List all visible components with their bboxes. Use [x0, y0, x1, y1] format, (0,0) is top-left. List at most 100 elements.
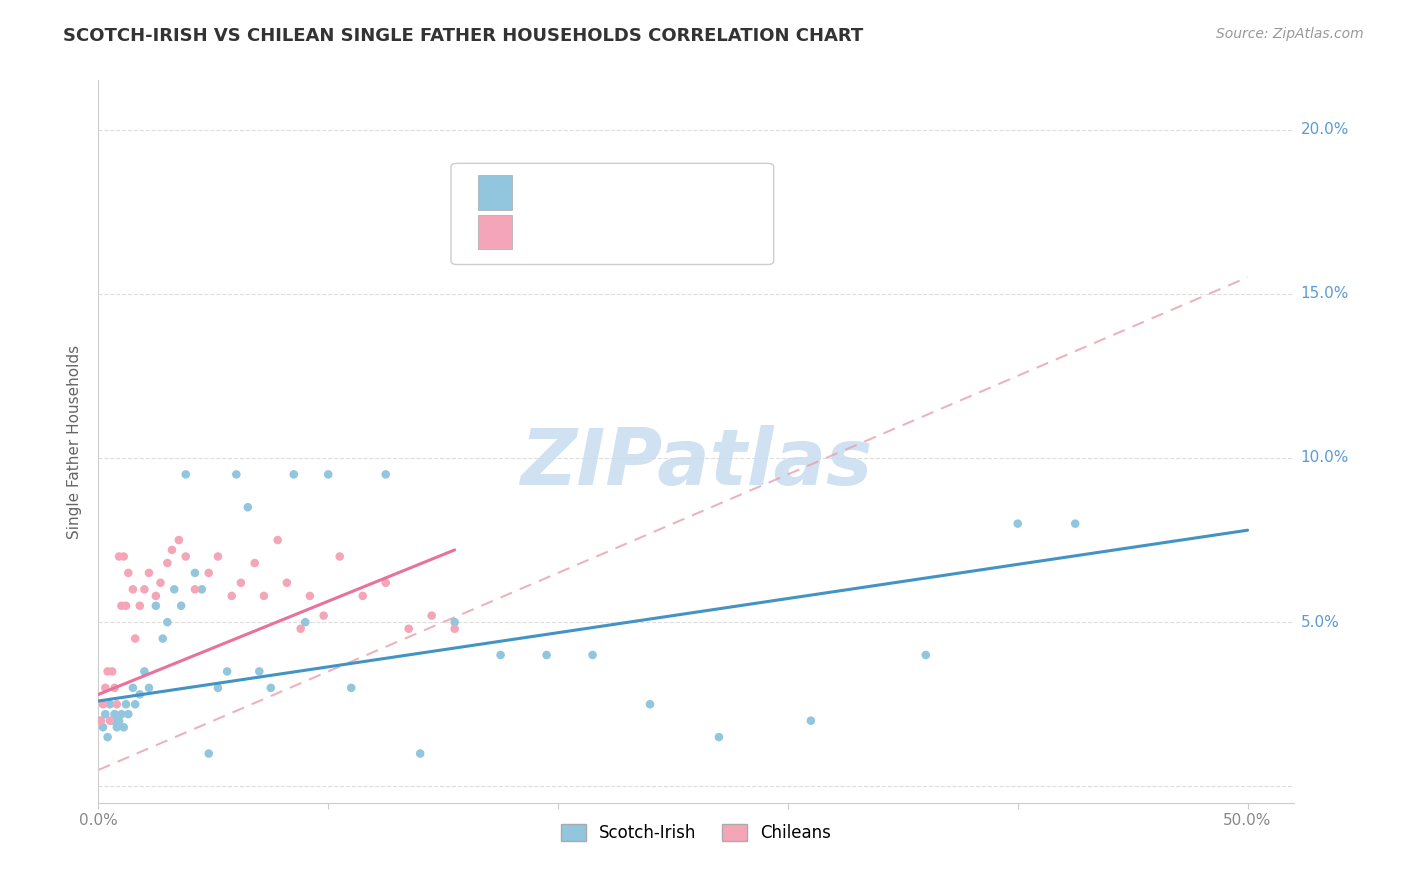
Point: [103, 707, 125, 722]
Point: [128, 599, 150, 613]
Point: [163, 582, 186, 597]
Point: [115, 698, 138, 712]
Text: 10.0%: 10.0%: [1301, 450, 1348, 466]
Point: [184, 566, 207, 580]
Point: [247, 665, 270, 679]
Point: [105, 698, 128, 712]
Point: [225, 467, 247, 482]
Text: R = 0.452    N = 42: R = 0.452 N = 42: [526, 223, 733, 241]
Point: [97, 730, 120, 744]
Point: [138, 566, 160, 580]
Point: [217, 665, 239, 679]
Point: [156, 556, 179, 570]
Point: [374, 575, 396, 590]
Point: [409, 747, 432, 761]
Point: [707, 730, 730, 744]
Point: [1064, 516, 1087, 531]
Point: [283, 467, 305, 482]
Point: [90, 714, 112, 728]
Point: [110, 599, 132, 613]
Point: [101, 665, 124, 679]
Point: [134, 665, 156, 679]
Point: [914, 648, 936, 662]
Point: [298, 589, 321, 603]
Point: [94, 681, 117, 695]
Point: [101, 714, 124, 728]
Point: [207, 681, 229, 695]
Point: [112, 720, 135, 734]
Point: [221, 589, 243, 603]
Point: [128, 687, 150, 701]
Point: [152, 632, 174, 646]
Point: [267, 533, 290, 547]
FancyBboxPatch shape: [451, 163, 773, 265]
Point: [124, 632, 146, 646]
Point: [108, 714, 131, 728]
Point: [112, 549, 135, 564]
Point: [138, 681, 160, 695]
Text: SCOTCH-IRISH VS CHILEAN SINGLE FATHER HOUSEHOLDS CORRELATION CHART: SCOTCH-IRISH VS CHILEAN SINGLE FATHER HO…: [63, 27, 863, 45]
Point: [117, 707, 139, 722]
Point: [443, 615, 465, 630]
Point: [117, 566, 139, 580]
Point: [236, 500, 259, 515]
Point: [97, 665, 120, 679]
Point: [91, 698, 114, 712]
Point: [90, 714, 112, 728]
Point: [276, 575, 298, 590]
Point: [229, 575, 252, 590]
Point: [145, 599, 167, 613]
Text: 5.0%: 5.0%: [1301, 615, 1339, 630]
Point: [94, 707, 117, 722]
Point: [174, 549, 197, 564]
Point: [174, 467, 197, 482]
Point: [122, 681, 145, 695]
Point: [352, 589, 374, 603]
Point: [312, 608, 335, 623]
Point: [316, 467, 339, 482]
Point: [134, 582, 156, 597]
Y-axis label: Single Father Households: Single Father Households: [67, 344, 83, 539]
Point: [420, 608, 443, 623]
Point: [191, 582, 214, 597]
Text: Source: ZipAtlas.com: Source: ZipAtlas.com: [1216, 27, 1364, 41]
Point: [103, 681, 125, 695]
Point: [105, 720, 128, 734]
Point: [329, 549, 352, 564]
Point: [340, 681, 363, 695]
Point: [243, 556, 266, 570]
Point: [374, 467, 396, 482]
Text: ZIPatlas: ZIPatlas: [520, 425, 872, 501]
Text: R = 0.232    N = 49: R = 0.232 N = 49: [526, 183, 733, 202]
Point: [167, 533, 190, 547]
Point: [124, 698, 146, 712]
Point: [638, 698, 661, 712]
Point: [110, 707, 132, 722]
Point: [443, 622, 465, 636]
Point: [489, 648, 512, 662]
Point: [156, 615, 179, 630]
Legend: Scotch-Irish, Chileans: Scotch-Irish, Chileans: [554, 817, 838, 848]
Point: [1007, 516, 1029, 531]
Point: [115, 599, 138, 613]
Point: [398, 622, 420, 636]
Point: [91, 720, 114, 734]
Point: [536, 648, 558, 662]
Point: [170, 599, 193, 613]
Point: [253, 589, 276, 603]
Point: [160, 542, 183, 557]
Point: [294, 615, 316, 630]
Point: [98, 714, 121, 728]
Point: [800, 714, 823, 728]
Point: [197, 566, 219, 580]
Text: 15.0%: 15.0%: [1301, 286, 1348, 301]
Point: [197, 747, 219, 761]
Point: [108, 549, 131, 564]
Point: [184, 582, 207, 597]
Point: [145, 589, 167, 603]
Text: 20.0%: 20.0%: [1301, 122, 1348, 137]
Point: [290, 622, 312, 636]
FancyBboxPatch shape: [478, 175, 512, 210]
Point: [581, 648, 603, 662]
FancyBboxPatch shape: [478, 215, 512, 250]
